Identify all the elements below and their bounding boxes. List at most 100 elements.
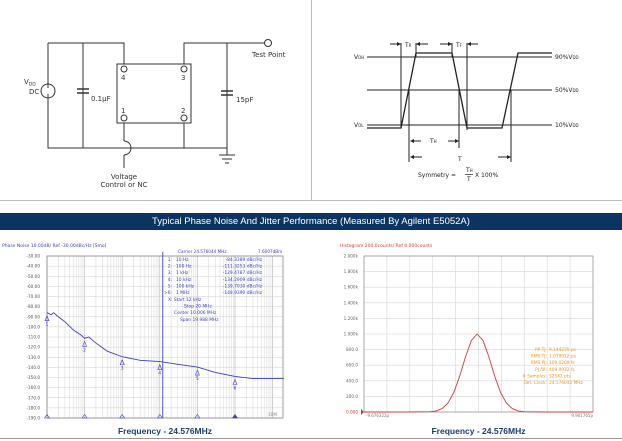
stat-label: # Samples: xyxy=(522,373,547,379)
wire-hop xyxy=(123,140,132,156)
pin-3 xyxy=(180,65,188,73)
pin-2 xyxy=(180,114,188,122)
plot-frame xyxy=(363,255,594,413)
vertical-divider xyxy=(311,0,312,200)
marker-table-freq: 10 Hz xyxy=(176,257,189,263)
histogram-xlabel: Frequency - 24.576MHz xyxy=(431,426,526,436)
x-min-label: -9.676322p xyxy=(366,413,390,418)
section-banner-title: Typical Phase Noise And Jitter Performan… xyxy=(0,213,622,230)
reference-marker-icon xyxy=(361,409,364,415)
x-tick-label-10m: 10M xyxy=(268,412,277,417)
stat-label: Det. Clock: xyxy=(524,380,548,386)
y-tick-label: -180.0 xyxy=(27,405,41,410)
span-info-line: Center 10.006 MHz xyxy=(174,310,217,316)
stat-value: 24.576042 MHz xyxy=(549,380,584,386)
voltage-control-label-2: Control or NC xyxy=(100,181,147,189)
histogram-trace xyxy=(364,333,593,413)
pin-2-label: 2 xyxy=(181,107,185,115)
y-tick-label: 1.200k xyxy=(344,316,359,321)
pin-1 xyxy=(120,114,128,122)
y-tick-label: 2.000k xyxy=(344,254,359,259)
span-info-line: Stop 20 MHz xyxy=(184,304,212,310)
th-label: TH xyxy=(429,138,437,145)
dc-label: DC xyxy=(29,88,39,96)
ground-icon xyxy=(219,148,235,164)
capacitor-icon xyxy=(221,90,233,96)
cap-0.1uf-label: 0.1µF xyxy=(91,95,111,103)
y-tick-label: -60.00 xyxy=(27,284,41,289)
span-info-line: Span 19.988 MHz xyxy=(180,317,219,323)
marker-table-value: -139.7030 dBc/Hz xyxy=(223,283,263,289)
stat-value: 409.9932 fs xyxy=(549,367,575,373)
level-90-label: 90%VDD xyxy=(555,54,579,61)
test-point-icon xyxy=(264,39,272,47)
span-info-line: X: Start 12 kHz xyxy=(168,297,202,303)
stat-label: PP TJ: xyxy=(535,347,547,353)
marker-2-label: 2 xyxy=(83,347,86,353)
axis-marker-icon xyxy=(43,413,51,419)
y-tick-label: -190.0 xyxy=(27,416,41,421)
y-tick-label: 200.0 xyxy=(346,394,358,399)
marker-3-label: 3 xyxy=(121,366,124,372)
y-tick-label: -30.00 xyxy=(27,254,41,259)
voltage-control-label: Voltage xyxy=(111,173,137,181)
vol-label: VOL xyxy=(354,122,364,129)
y-tick-label: 1.800k xyxy=(344,269,359,274)
phase-noise-chart: Phase Noise 10.00dB/ Ref -30.00dBc/Hz [S… xyxy=(2,243,284,421)
marker-table-value: -129.4787 dBc/Hz xyxy=(223,270,263,276)
y-tick-label: -140.0 xyxy=(27,365,41,370)
marker-table-id: 2: xyxy=(168,264,172,270)
y-tick-label: -160.0 xyxy=(27,385,41,390)
marker-table-id: >6: xyxy=(164,290,172,296)
axis-marker-icon xyxy=(119,413,126,419)
stat-value: 52542 pts xyxy=(549,373,571,379)
marker-table-id: 1: xyxy=(168,257,172,263)
y-tick-label: -40.00 xyxy=(27,264,41,269)
vdd-label: VDD xyxy=(24,78,36,88)
stat-label: RMS PJ: xyxy=(531,360,547,366)
y-tick-label: -80.00 xyxy=(27,304,41,309)
symmetry-numerator: TH xyxy=(465,167,473,174)
phase-noise-xlabel: Frequency - 24.576MHz xyxy=(117,426,212,436)
symmetry-tail: X 100% xyxy=(475,172,498,179)
marker-table-freq: 1 MHz xyxy=(176,290,190,296)
marker-6-label: 6 xyxy=(234,385,237,391)
y-tick-label: 1.600k xyxy=(344,285,359,290)
marker-1-label: 1 xyxy=(46,322,49,328)
carrier-readout: Carrier 24.576044 MHz xyxy=(178,249,227,254)
bottom-divider xyxy=(0,438,622,439)
pin-4-label: 4 xyxy=(121,74,126,82)
x-max-label: 9.901765p xyxy=(571,413,593,418)
marker-3-icon xyxy=(119,358,125,366)
marker-table-id: 4: xyxy=(168,277,172,283)
phase-noise-trace xyxy=(46,312,284,379)
marker-table-id: 5: xyxy=(168,283,172,289)
oscillator-package xyxy=(116,63,192,124)
stat-value: 109.0209 fs xyxy=(549,360,575,366)
power-readout: 7.6007dBm xyxy=(258,249,282,254)
capacitor-icon xyxy=(77,88,89,94)
level-10-label: 10%VDD xyxy=(555,122,579,129)
y-tick-label: 600.0 xyxy=(346,363,358,368)
timing-diagram: VOH VOL 90%VDD 50%VDD 10%VDD TR TF TH T … xyxy=(354,42,579,183)
y-tick-label: -110.0 xyxy=(27,335,41,340)
chart-title: Phase Noise 10.00dB/ Ref -30.00dBc/Hz [S… xyxy=(2,243,107,249)
jitter-histogram-chart: Histogram 200.0counts/ Ref 0.000counts 2.… xyxy=(340,243,594,418)
marker-2-icon xyxy=(82,340,88,347)
symmetry-label: Symmetry = xyxy=(418,172,456,179)
y-tick-label: -130.0 xyxy=(27,355,41,360)
plot-frame xyxy=(46,255,284,419)
marker-6-icon xyxy=(232,378,238,385)
marker-table-id: 3: xyxy=(168,270,172,276)
tr-label: TR xyxy=(404,42,412,49)
test-circuit-diagram: VDD DC 0.1µF 15pF Test Point 4 3 1 2 Vol… xyxy=(24,39,286,189)
marker-table-value: -134.2909 dBc/Hz xyxy=(223,277,263,283)
marker-table-value: -148.9390 dBc/Hz xyxy=(223,290,263,296)
symmetry-denominator: T xyxy=(466,176,471,183)
y-tick-label: 800.0 xyxy=(346,347,358,352)
marker-5-label: 5 xyxy=(196,376,199,382)
y-tick-label: -50.00 xyxy=(27,274,41,279)
y-tick-label: -70.00 xyxy=(27,294,41,299)
period-label: T xyxy=(457,156,462,163)
cap-15pf-label: 15pF xyxy=(236,96,253,104)
